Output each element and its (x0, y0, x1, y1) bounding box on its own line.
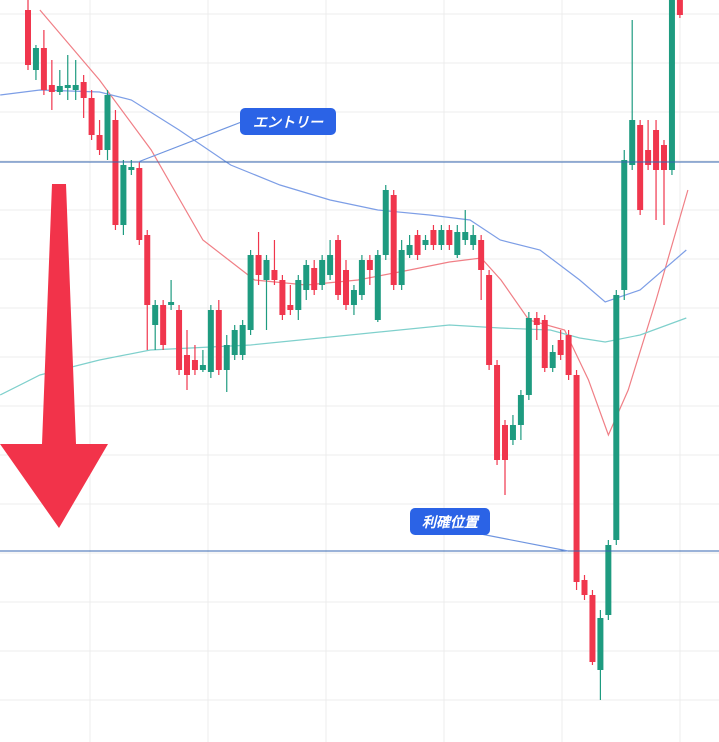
candle-body (96, 135, 103, 150)
candle-body (40, 48, 47, 90)
candle-body (255, 255, 262, 275)
candle-body (454, 232, 461, 255)
candle-body (366, 260, 373, 270)
candle-body (478, 240, 485, 270)
candle-body (184, 355, 190, 375)
candle-body (239, 325, 246, 355)
candle-body (303, 265, 310, 290)
candle-body (446, 230, 453, 245)
candle-body (144, 235, 151, 305)
candle-body (64, 85, 71, 88)
candle-body (152, 305, 159, 325)
candle-body (462, 232, 469, 240)
candle-body (430, 230, 437, 245)
down-arrow (0, 184, 108, 528)
candle-body (223, 345, 230, 370)
candle-body (247, 255, 254, 330)
candle-body (676, 0, 683, 15)
candle-body (517, 395, 524, 425)
candle-body (319, 260, 326, 285)
candle-body (207, 310, 214, 372)
candle-body (358, 260, 365, 295)
candle-body (56, 86, 63, 92)
candle-body (470, 235, 477, 245)
candle-body (637, 125, 644, 210)
candle-body (645, 150, 652, 165)
candle-body (128, 167, 135, 170)
plot (0, 0, 689, 700)
candle-body (215, 310, 222, 370)
candle-body (295, 280, 302, 310)
candle-body (136, 168, 143, 240)
candle-body (311, 268, 318, 290)
candle-body (271, 270, 278, 280)
candle-body (343, 270, 349, 305)
candle-body (88, 98, 95, 135)
candle-body (661, 145, 667, 170)
candle-body (541, 320, 548, 368)
candle-body (557, 340, 564, 355)
level-label: エントリー (253, 115, 324, 131)
candle-body (668, 0, 675, 170)
candle-body (327, 255, 334, 275)
candle-body (613, 295, 620, 540)
candle-body (48, 85, 55, 92)
candle-body (287, 305, 294, 310)
candle-body (398, 250, 405, 285)
candle-body (422, 240, 429, 245)
candle-body (573, 375, 580, 582)
candle-body (168, 302, 175, 305)
candle-body (263, 260, 270, 280)
candle-body (621, 160, 628, 290)
candle-body (80, 82, 87, 98)
candle-body (382, 190, 389, 255)
candle-body (533, 318, 540, 325)
moving-average (0, 89, 687, 303)
candle-body (25, 10, 31, 65)
candle-body (120, 165, 127, 225)
moving-average (39, 9, 689, 437)
candle-body (597, 618, 604, 670)
candle-body (581, 580, 588, 595)
moving-average (0, 317, 687, 396)
candle-body (390, 195, 397, 285)
candle-body (565, 335, 572, 375)
label-pointer (137, 120, 245, 163)
candle-body (438, 230, 445, 245)
candle-body (486, 275, 493, 365)
candle-body (104, 95, 111, 150)
candle-body (191, 360, 198, 370)
candle-body (509, 425, 516, 440)
candle-body (406, 245, 413, 255)
label-box (410, 508, 490, 535)
candle-body (653, 130, 660, 170)
candle-body (589, 595, 596, 662)
candle-body (350, 290, 357, 305)
level-label: 利確位置 (422, 514, 480, 531)
candle-body (231, 330, 238, 355)
candle-body (72, 85, 79, 90)
candle-body (629, 120, 636, 165)
candle-body (199, 365, 206, 370)
label-box (240, 108, 336, 135)
candle-body (32, 48, 39, 70)
candle-body (525, 318, 532, 395)
candle-body (549, 352, 556, 368)
candle-body (502, 425, 508, 460)
candle-body (494, 365, 501, 460)
candle-body (112, 120, 119, 225)
candle-body (605, 545, 612, 615)
candle-body (160, 305, 167, 345)
candle-body (279, 280, 286, 315)
candle-body (414, 235, 421, 255)
candle-body (176, 310, 183, 370)
candle-body (374, 255, 381, 320)
candle-body (335, 240, 342, 295)
